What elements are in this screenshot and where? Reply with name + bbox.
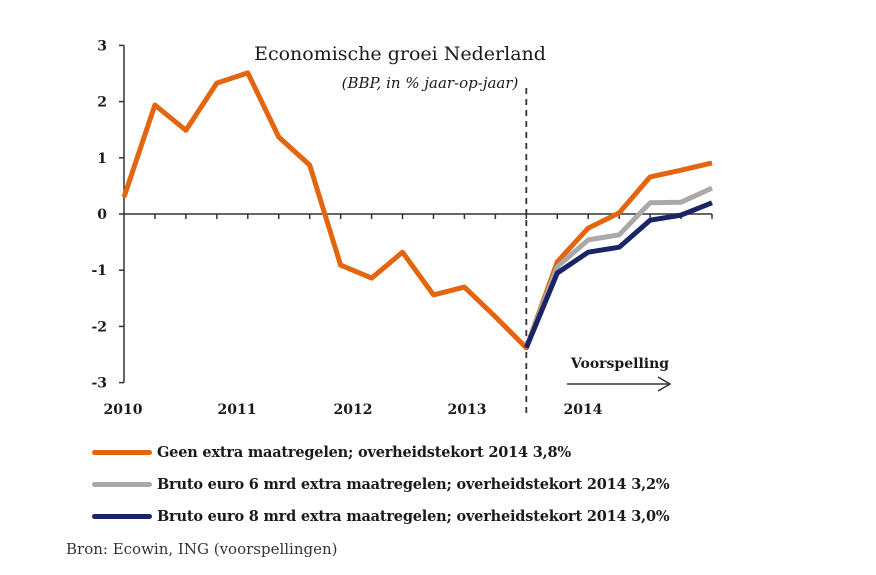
axes: 3 2 1 0 -1 -2 -3 2010 2011 2012 2013 2014	[91, 38, 713, 418]
x-tick-label: 2012	[334, 402, 373, 418]
chart-title: Economische groei Nederland	[254, 43, 546, 65]
legend-label: Bruto euro 8 mrd extra maatregelen; over…	[157, 507, 670, 525]
legend-item: Bruto euro 6 mrd extra maatregelen; over…	[92, 468, 670, 500]
legend-swatch-gray	[92, 481, 152, 487]
chart-subtitle: (BBP, in % jaar-op-jaar)	[342, 74, 519, 92]
x-tick-label: 2010	[104, 402, 143, 418]
y-tick-label: -3	[91, 376, 107, 392]
y-tick-label: 2	[97, 95, 107, 111]
legend-item: Geen extra maatregelen; overheidstekort …	[92, 436, 669, 468]
legend-label: Bruto euro 6 mrd extra maatregelen; over…	[157, 475, 670, 493]
series-line-2	[523, 200, 713, 349]
y-tick-label: 0	[97, 207, 107, 223]
y-tick-label: -1	[91, 263, 107, 279]
forecast-annotation: Voorspelling	[567, 356, 672, 392]
x-tick-label: 2014	[564, 402, 603, 418]
legend-item: Bruto euro 8 mrd extra maatregelen; over…	[92, 500, 670, 532]
x-tick-label: 2013	[448, 402, 487, 418]
forecast-label: Voorspelling	[570, 356, 669, 372]
y-tick-label: 1	[97, 151, 107, 167]
x-tick-label: 2011	[218, 402, 257, 418]
forecast-arrow-head	[657, 376, 672, 392]
y-tick-label: -2	[91, 319, 107, 335]
series-layer	[121, 70, 714, 351]
legend-swatch-orange	[92, 449, 152, 455]
legend-swatch-navy	[92, 513, 152, 519]
legend: Geen extra maatregelen; overheidstekort …	[92, 436, 670, 532]
legend-label: Geen extra maatregelen; overheidstekort …	[157, 443, 571, 461]
source-note: Bron: Ecowin, ING (voorspellingen)	[66, 540, 338, 558]
series-line-0	[121, 70, 713, 351]
y-tick-label: 3	[97, 38, 107, 54]
